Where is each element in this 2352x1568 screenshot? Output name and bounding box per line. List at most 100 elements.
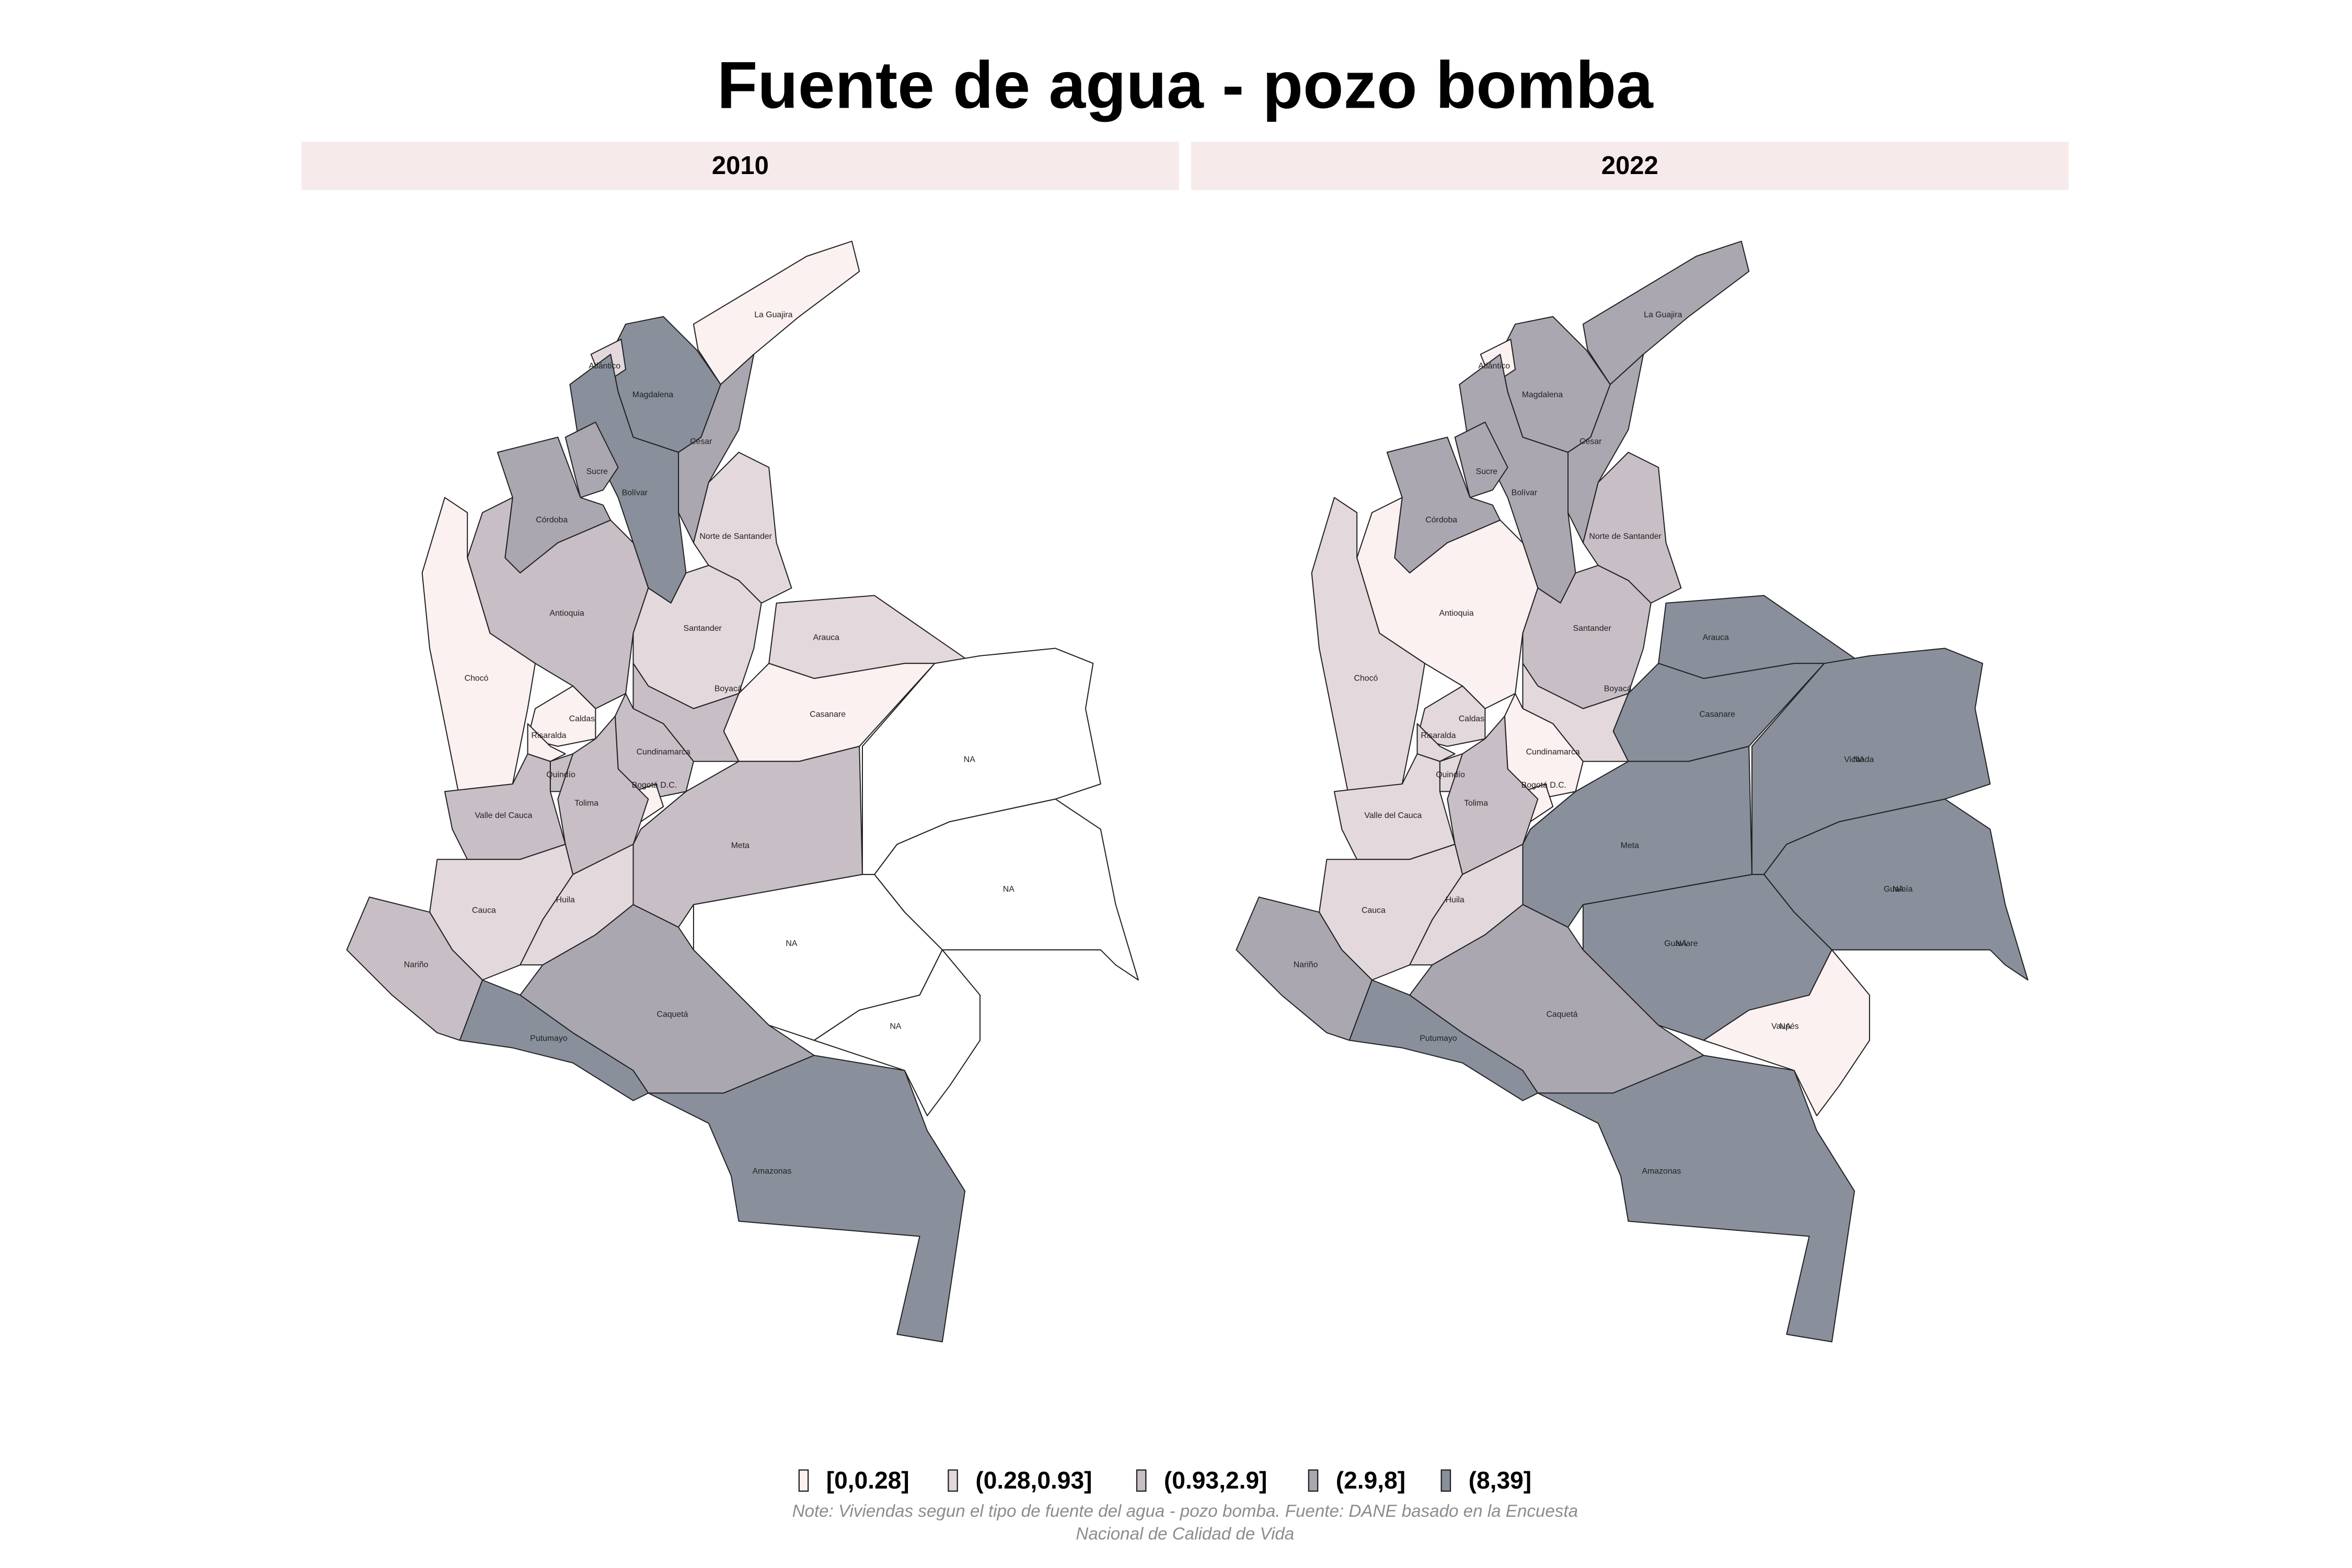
region-label: Guainía bbox=[1884, 885, 1913, 894]
region-label: Cauca bbox=[1362, 906, 1386, 915]
region-label: Huila bbox=[1446, 895, 1465, 904]
region-label: Casanare bbox=[810, 710, 846, 719]
title: Fuente de agua - pozo bomba bbox=[717, 48, 1654, 122]
region-label: Huila bbox=[556, 895, 575, 904]
region bbox=[1454, 421, 1508, 498]
facet-strip bbox=[1191, 142, 2069, 190]
legend-label: [0,0.28] bbox=[826, 1467, 909, 1494]
region bbox=[813, 949, 981, 1116]
region-label: Caldas bbox=[1459, 714, 1484, 723]
region-label: NA bbox=[1893, 885, 1904, 894]
region-label: Risaralda bbox=[1421, 731, 1456, 740]
region bbox=[467, 497, 649, 709]
region-label: NA bbox=[890, 1022, 901, 1031]
region-label: Magdalena bbox=[632, 390, 674, 399]
region bbox=[648, 1055, 966, 1343]
region-label: Amazonas bbox=[752, 1167, 791, 1176]
legend-label: (8,39] bbox=[1469, 1467, 1532, 1494]
region-label: Boyacá bbox=[1604, 684, 1632, 693]
region bbox=[444, 753, 566, 860]
region-label: Vaupés bbox=[1771, 1022, 1799, 1031]
region-label: Bolívar bbox=[1512, 488, 1538, 497]
region-label: Guaviare bbox=[1664, 939, 1698, 948]
region-label: Arauca bbox=[813, 633, 839, 642]
region-label: Putumayo bbox=[530, 1034, 568, 1043]
region-label: Magdalena bbox=[1522, 390, 1563, 399]
region-label: Meta bbox=[731, 841, 750, 850]
region-label: Boyacá bbox=[714, 684, 742, 693]
region-label: Córdoba bbox=[1425, 515, 1457, 524]
region-label: Cesar bbox=[690, 437, 712, 446]
region-label: Nariño bbox=[1294, 960, 1318, 969]
region-label: Sucre bbox=[1476, 467, 1498, 476]
region bbox=[527, 723, 566, 762]
region bbox=[1703, 949, 1870, 1116]
region-label: NA bbox=[786, 939, 797, 948]
region-label: Quindío bbox=[1436, 770, 1465, 779]
legend-key bbox=[1440, 1469, 1451, 1492]
region bbox=[1582, 240, 1750, 385]
region-label: Risaralda bbox=[532, 731, 567, 740]
region-label: Córdoba bbox=[536, 515, 568, 524]
region-label: Antioquia bbox=[1439, 609, 1473, 618]
region-label: Atlántico bbox=[589, 362, 620, 371]
legend-label: (0.28,0.93] bbox=[975, 1467, 1092, 1494]
map-panel: 2010 La Guajira Magdalena Atlántico Cesar Bol… bbox=[301, 142, 1179, 1343]
map-panel: 2022 La Guajira Magdalena Atlántico Cesar Bol… bbox=[1191, 142, 2069, 1343]
region-label: NA bbox=[964, 755, 975, 764]
legend-key bbox=[948, 1469, 958, 1492]
region-label: NA bbox=[1779, 1022, 1791, 1031]
region-label: Valle del Cauca bbox=[475, 811, 533, 820]
region bbox=[1333, 753, 1456, 860]
region-label: Quindío bbox=[546, 770, 575, 779]
region-label: NA bbox=[1675, 939, 1687, 948]
legend-label: (0.93,2.9] bbox=[1164, 1467, 1267, 1494]
region-label: Bogotá D.C. bbox=[632, 781, 677, 790]
facet-label: 2022 bbox=[1601, 152, 1658, 180]
region-label: Santander bbox=[684, 624, 722, 633]
legend-key bbox=[1136, 1469, 1147, 1492]
region-label: Cesar bbox=[1579, 437, 1602, 446]
facet-strip bbox=[301, 142, 1179, 190]
region bbox=[564, 421, 619, 498]
region-label: La Guajira bbox=[754, 310, 792, 319]
legend-key bbox=[1308, 1469, 1319, 1492]
region-label: Vichada bbox=[1844, 755, 1874, 764]
region-label: Valle del Cauca bbox=[1364, 811, 1422, 820]
legend-key bbox=[798, 1469, 809, 1492]
region-label: Norte de Santander bbox=[1589, 532, 1662, 541]
region-label: Atlántico bbox=[1478, 362, 1510, 371]
region-label: Meta bbox=[1621, 841, 1639, 850]
region-label: Antioquia bbox=[550, 609, 584, 618]
region-label: Sucre bbox=[586, 467, 608, 476]
region-label: NA bbox=[1003, 885, 1014, 894]
region bbox=[421, 497, 536, 800]
region-label: Cauca bbox=[472, 906, 496, 915]
region-label: Putumayo bbox=[1420, 1034, 1457, 1043]
region-label: Cundinamarca bbox=[1526, 748, 1580, 757]
region bbox=[1311, 497, 1425, 800]
region bbox=[1416, 723, 1456, 762]
region-label: Tolima bbox=[574, 799, 598, 808]
region bbox=[693, 240, 860, 385]
region-label: Chocó bbox=[465, 674, 489, 683]
region-label: Caquetá bbox=[657, 1010, 688, 1019]
region-label: Bogotá D.C. bbox=[1521, 781, 1566, 790]
note: Nacional de Calidad de Vida bbox=[1076, 1524, 1294, 1543]
region-label: Amazonas bbox=[1642, 1167, 1681, 1176]
region bbox=[1356, 497, 1539, 709]
region bbox=[1537, 1055, 1855, 1343]
region-label: Caldas bbox=[569, 714, 595, 723]
region-label: Arauca bbox=[1703, 633, 1729, 642]
region-label: Nariño bbox=[404, 960, 429, 969]
region-label: Caquetá bbox=[1546, 1010, 1577, 1019]
region-label: Bolívar bbox=[622, 488, 648, 497]
note: Note: Viviendas segun el tipo de fuente … bbox=[792, 1502, 1578, 1521]
region-label: Santander bbox=[1573, 624, 1612, 633]
facet-label: 2010 bbox=[712, 152, 769, 180]
region-label: Norte de Santander bbox=[699, 532, 772, 541]
region-label: NA bbox=[1853, 755, 1865, 764]
